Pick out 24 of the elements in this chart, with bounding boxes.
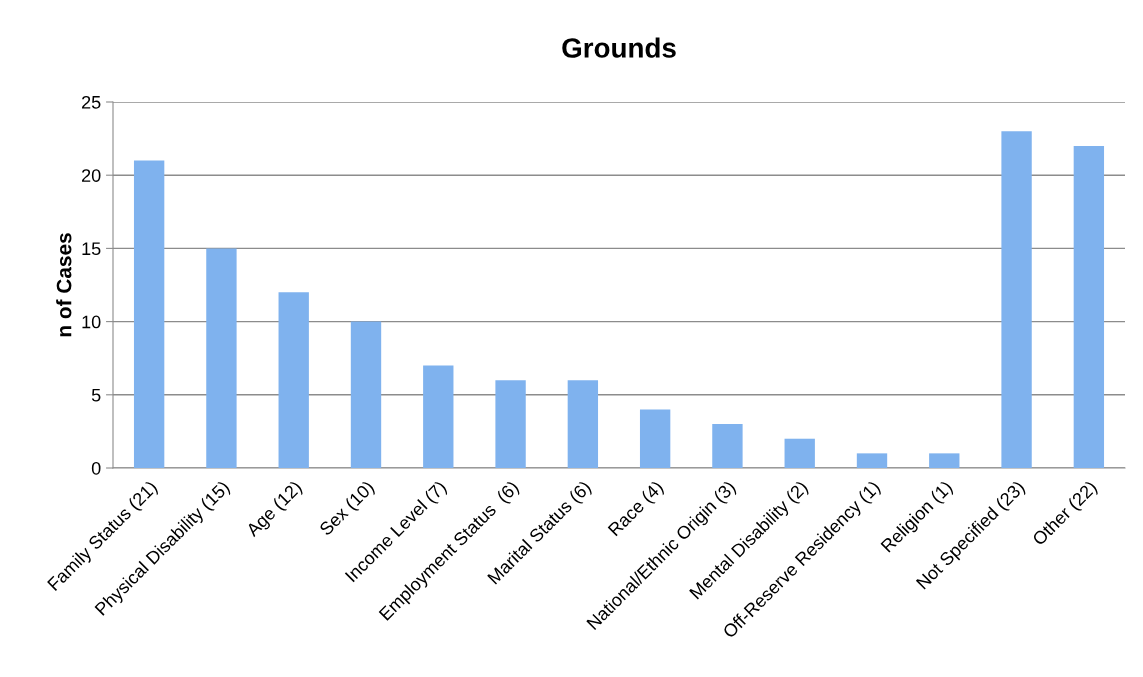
bar [567, 380, 599, 468]
bar [929, 453, 960, 468]
bar [856, 453, 888, 468]
y-tick-label: 20 [82, 169, 101, 182]
y-axis-title: n of Cases [56, 233, 72, 337]
bar [278, 292, 309, 468]
x-tick-label: Age (12) [244, 479, 305, 540]
y-tick-label: 0 [91, 461, 101, 475]
y-tick-label: 15 [82, 242, 101, 256]
bar [350, 321, 382, 468]
bar [1001, 131, 1032, 468]
bar [639, 409, 671, 468]
y-tick-label: 10 [82, 315, 101, 329]
bar [495, 380, 526, 468]
y-tick-label: 25 [82, 95, 101, 109]
bar [206, 248, 237, 468]
bar [133, 160, 165, 468]
y-tick-label: 5 [91, 388, 101, 402]
chart-title: Grounds [562, 37, 676, 58]
bar [784, 438, 815, 468]
x-tick-label: Sex (10) [318, 479, 378, 539]
bar [423, 365, 454, 468]
bar [1073, 145, 1105, 468]
bar [712, 424, 743, 468]
